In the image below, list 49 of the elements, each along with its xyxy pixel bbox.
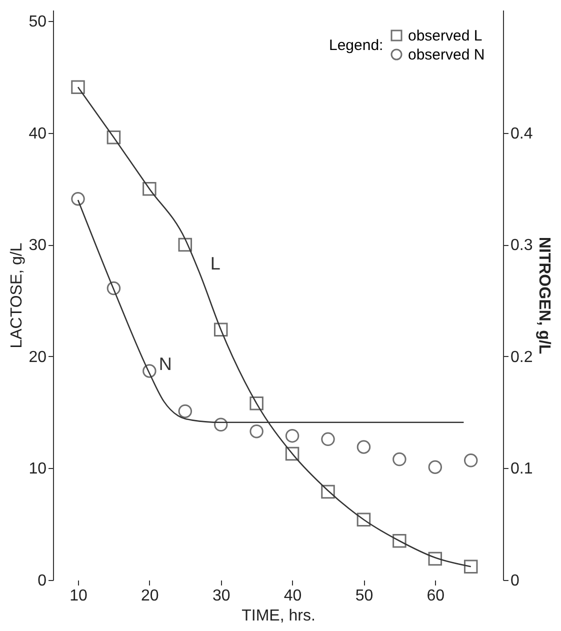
x-tick-label: 30 [212,588,230,604]
point [428,460,442,474]
annotation: N [158,354,172,374]
point [142,364,156,378]
y-axis-title: LACTOSE, g/L [8,242,26,348]
point [214,418,228,432]
y-tick-label: 40 [28,125,47,142]
x-tick-label: 40 [284,588,302,604]
point [356,440,371,454]
legend-label: observed L [408,28,482,44]
point [106,130,121,144]
y-tick-label: 10 [28,460,47,478]
point [106,281,121,296]
x-tick-label: 60 [426,588,445,604]
x-tick-label: 20 [141,588,159,604]
point [464,560,478,574]
x-axis-title: TIME, hrs. [242,608,316,624]
y2-tick-label: 0.1 [510,460,533,478]
point [321,484,335,499]
y2-tick-label: 0 [510,572,520,590]
x-tick-label: 50 [355,588,374,604]
y-tick-label: 0 [38,572,47,590]
point [71,192,85,206]
point [321,432,335,446]
point [142,182,156,196]
y2-tick-label: 0.2 [510,348,533,366]
point [250,424,264,438]
point [178,404,192,418]
point [285,446,300,461]
point [178,238,192,252]
y2-tick-label: 0.4 [510,125,533,142]
point [464,454,478,468]
legend-title: Legend: [329,37,384,54]
point [250,396,264,410]
point [71,80,85,94]
point [392,452,406,466]
annotation: L [210,254,220,274]
y-tick-label: 20 [28,348,47,366]
y-tick-label: 30 [28,237,47,254]
point [285,428,300,443]
point [428,552,442,566]
y2-tick-label: 0.3 [510,237,533,254]
point [392,534,406,548]
x-tick-label: 10 [70,588,88,604]
y2-axis-title: NITROGEN, g/L [536,236,553,354]
point [356,512,371,527]
legend-label: observed N [408,46,485,64]
y-tick-label: 50 [28,14,47,31]
point [214,322,228,337]
